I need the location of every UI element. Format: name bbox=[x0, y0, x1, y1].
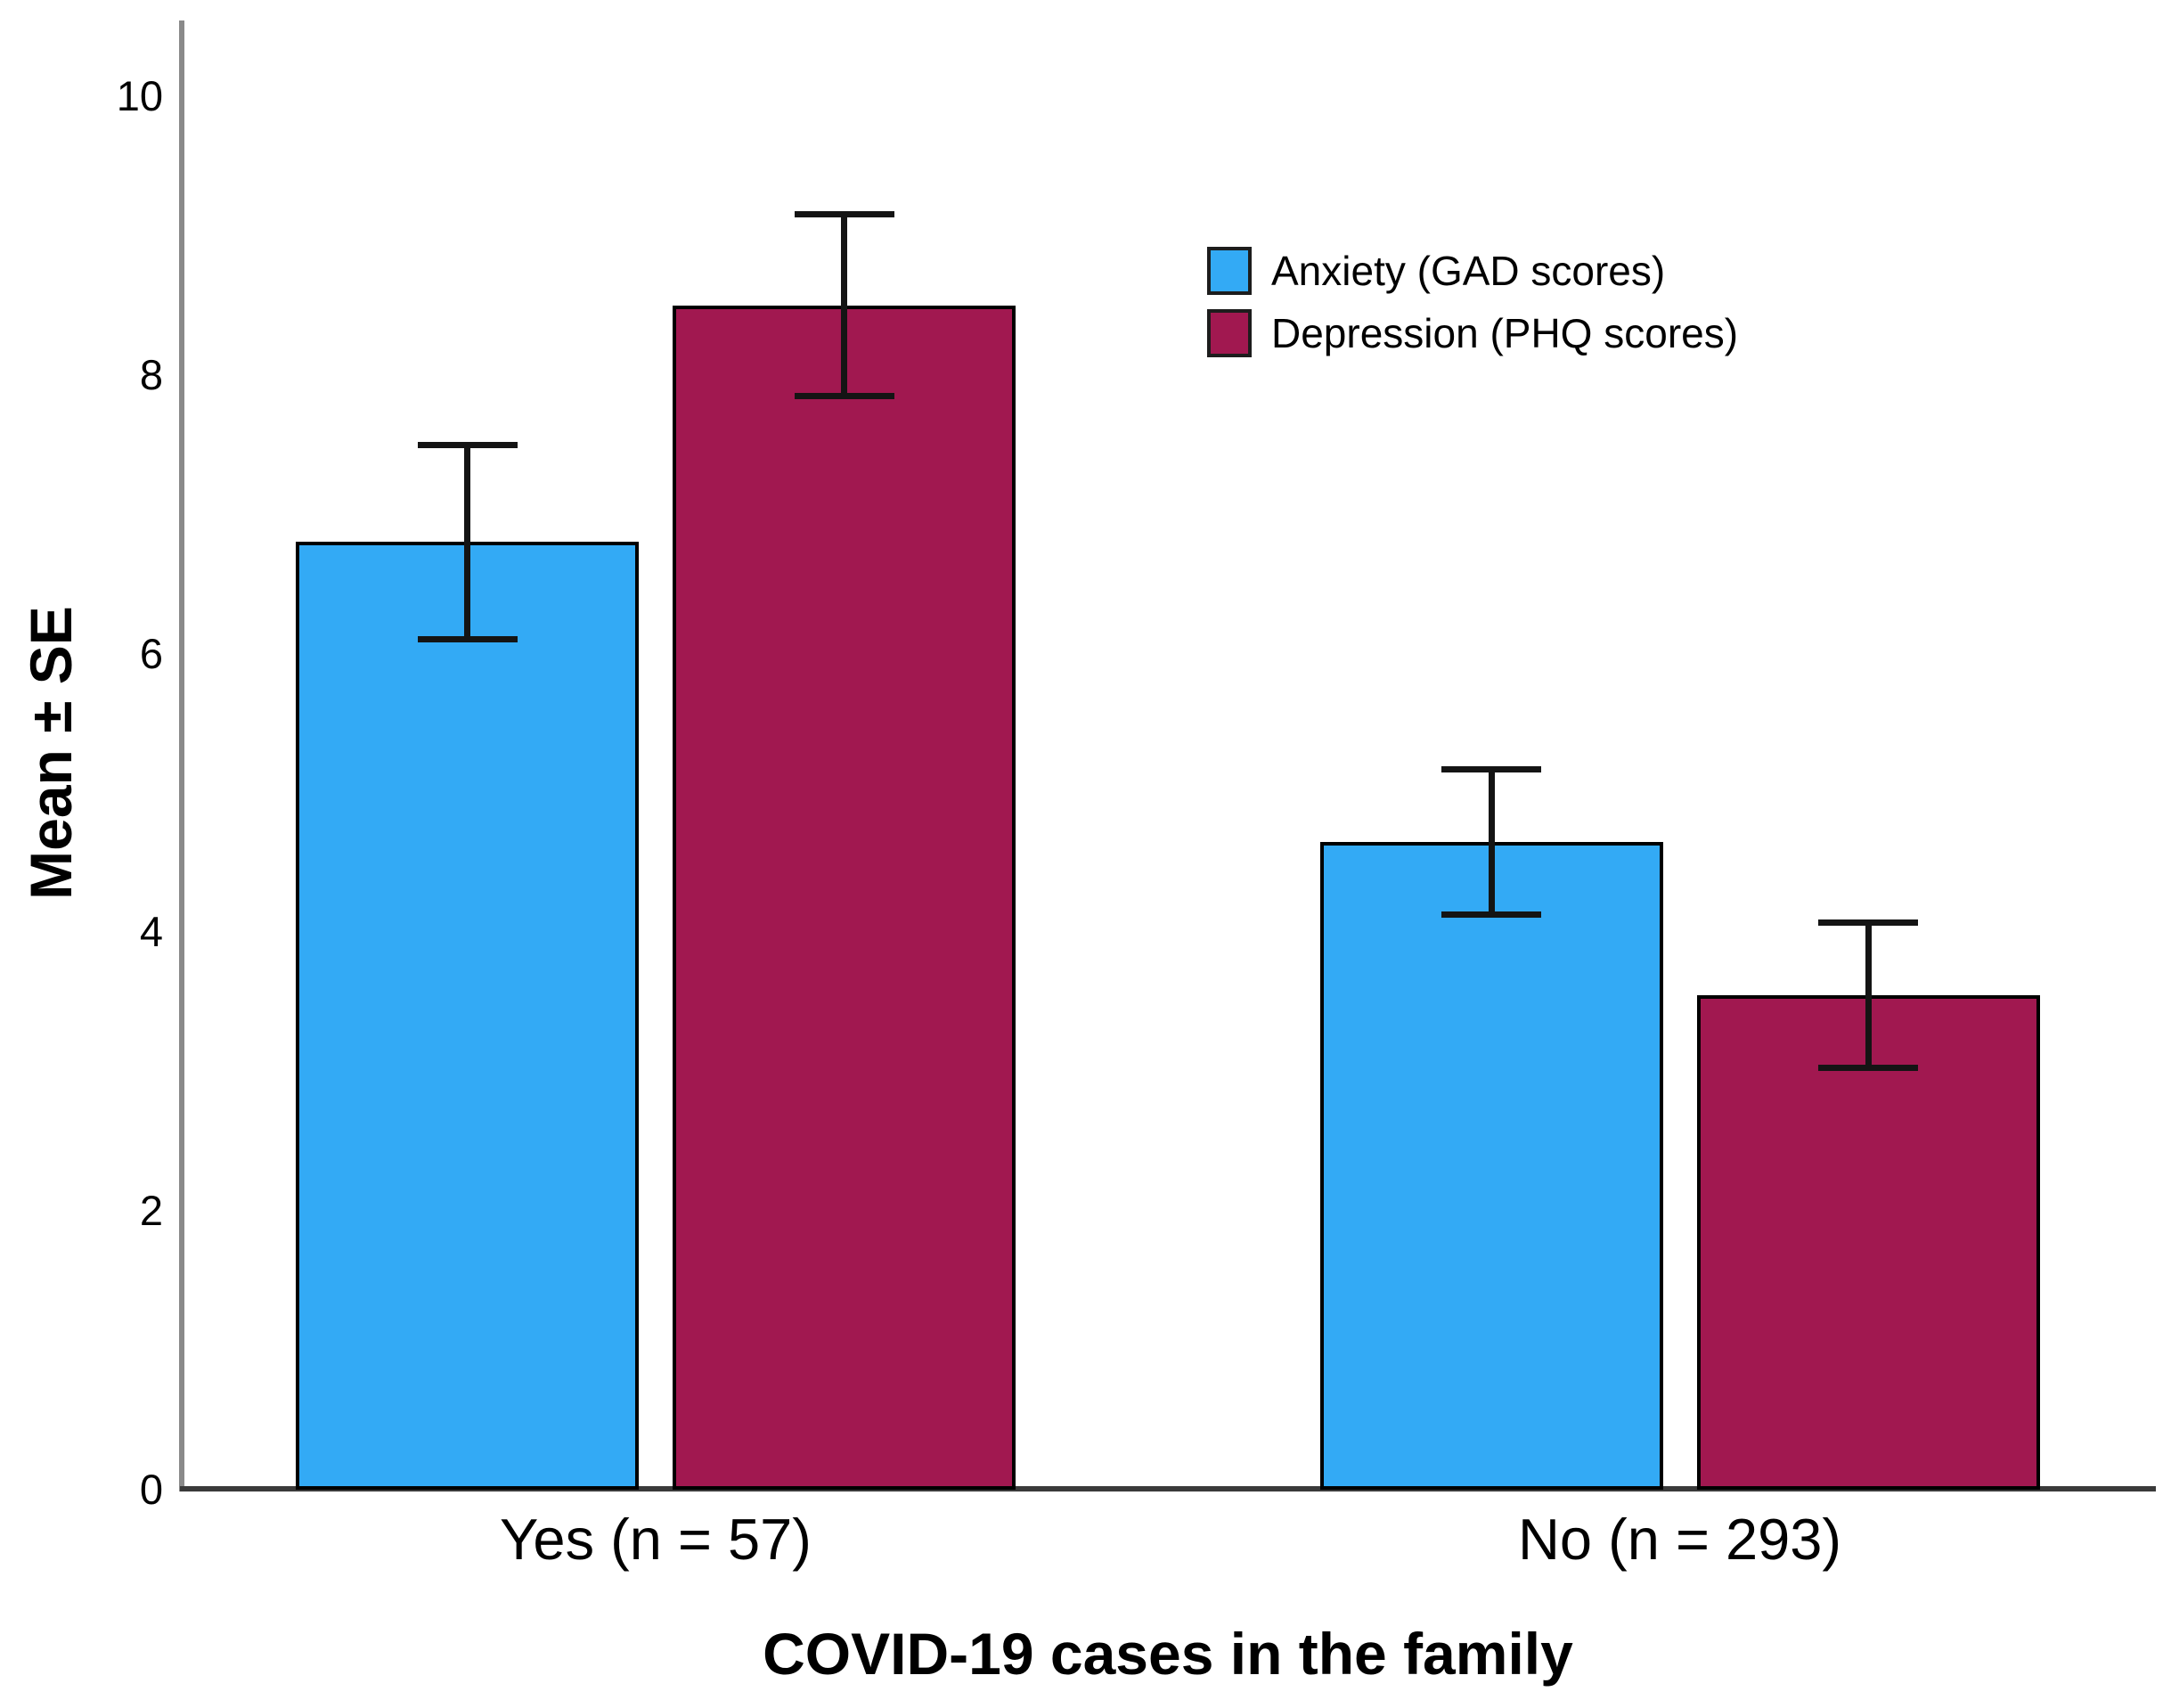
y-tick-label: 2 bbox=[139, 1187, 163, 1235]
error-bar-cap-top bbox=[1441, 765, 1541, 772]
x-category-label: No (n = 293) bbox=[1517, 1507, 1842, 1572]
error-bar-line bbox=[841, 214, 847, 396]
error-bar-cap-top bbox=[1818, 919, 1918, 926]
x-axis-line bbox=[180, 1486, 2156, 1491]
error-bar-cap-top bbox=[794, 211, 894, 218]
legend-swatch-icon bbox=[1207, 309, 1252, 357]
y-tick-label: 0 bbox=[139, 1466, 163, 1513]
bar-anxiety-no bbox=[1319, 841, 1663, 1490]
legend: Anxiety (GAD scores) Depression (PHQ scor… bbox=[1207, 247, 1738, 357]
error-bar-cap-top bbox=[417, 441, 518, 448]
y-tick-label: 6 bbox=[139, 629, 163, 677]
error-bar-cap-bottom bbox=[1818, 1064, 1918, 1071]
legend-label: Anxiety (GAD scores) bbox=[1271, 248, 1666, 294]
error-bar-line bbox=[1488, 769, 1495, 915]
x-category-label: Yes (n = 57) bbox=[500, 1507, 812, 1572]
y-tick-label: 10 bbox=[116, 72, 163, 119]
y-tick-label: 8 bbox=[139, 350, 163, 398]
error-bar-cap-bottom bbox=[417, 636, 518, 643]
legend-label: Depression (PHQ scores) bbox=[1271, 310, 1739, 356]
y-axis-line bbox=[179, 20, 184, 1491]
legend-swatch-icon bbox=[1207, 247, 1252, 295]
bar-depression-no bbox=[1696, 994, 2040, 1490]
error-bar-line bbox=[1865, 922, 1872, 1068]
bar-anxiety-yes bbox=[296, 542, 639, 1490]
error-bar-cap-bottom bbox=[1441, 911, 1541, 918]
error-bar-cap-bottom bbox=[794, 392, 894, 399]
y-axis-title: Mean ± SE bbox=[18, 606, 84, 900]
bar-depression-yes bbox=[673, 305, 1016, 1490]
y-tick-label: 4 bbox=[139, 908, 163, 956]
legend-item-depression: Depression (PHQ scores) bbox=[1207, 309, 1738, 357]
legend-item-anxiety: Anxiety (GAD scores) bbox=[1207, 247, 1738, 295]
error-bar-line bbox=[464, 445, 470, 640]
x-axis-title: COVID-19 cases in the family bbox=[763, 1621, 1573, 1687]
